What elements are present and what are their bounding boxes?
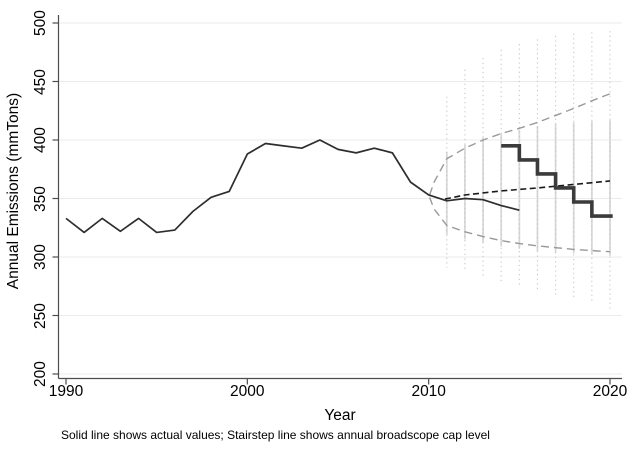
y-tick-label-250: 250 bbox=[32, 302, 49, 329]
central-projection-line bbox=[444, 180, 611, 200]
y-tick-label-500: 500 bbox=[32, 10, 49, 36]
actual-values-line bbox=[65, 139, 520, 234]
upper-band-line bbox=[428, 93, 611, 196]
y-tick-label-350: 350 bbox=[32, 185, 49, 212]
y-tick-label-300: 300 bbox=[32, 244, 49, 270]
lower-band-line bbox=[428, 197, 611, 253]
y-tick-label-400: 400 bbox=[32, 127, 49, 153]
chart-caption: Solid line shows actual values; Stairste… bbox=[61, 428, 490, 442]
y-axis-title: Annual Emissions (mmTons) bbox=[5, 92, 22, 290]
x-tick-label-2000: 2000 bbox=[230, 383, 265, 400]
x-axis-title: Year bbox=[324, 407, 356, 424]
y-tick-label-200: 200 bbox=[32, 361, 49, 387]
x-tick-label-2020: 2020 bbox=[592, 383, 628, 400]
cap-stairstep-line bbox=[501, 144, 613, 218]
x-tick-label-1990: 1990 bbox=[48, 383, 84, 400]
y-tick-label-450: 450 bbox=[32, 68, 49, 95]
x-tick-label-2010: 2010 bbox=[411, 383, 446, 400]
